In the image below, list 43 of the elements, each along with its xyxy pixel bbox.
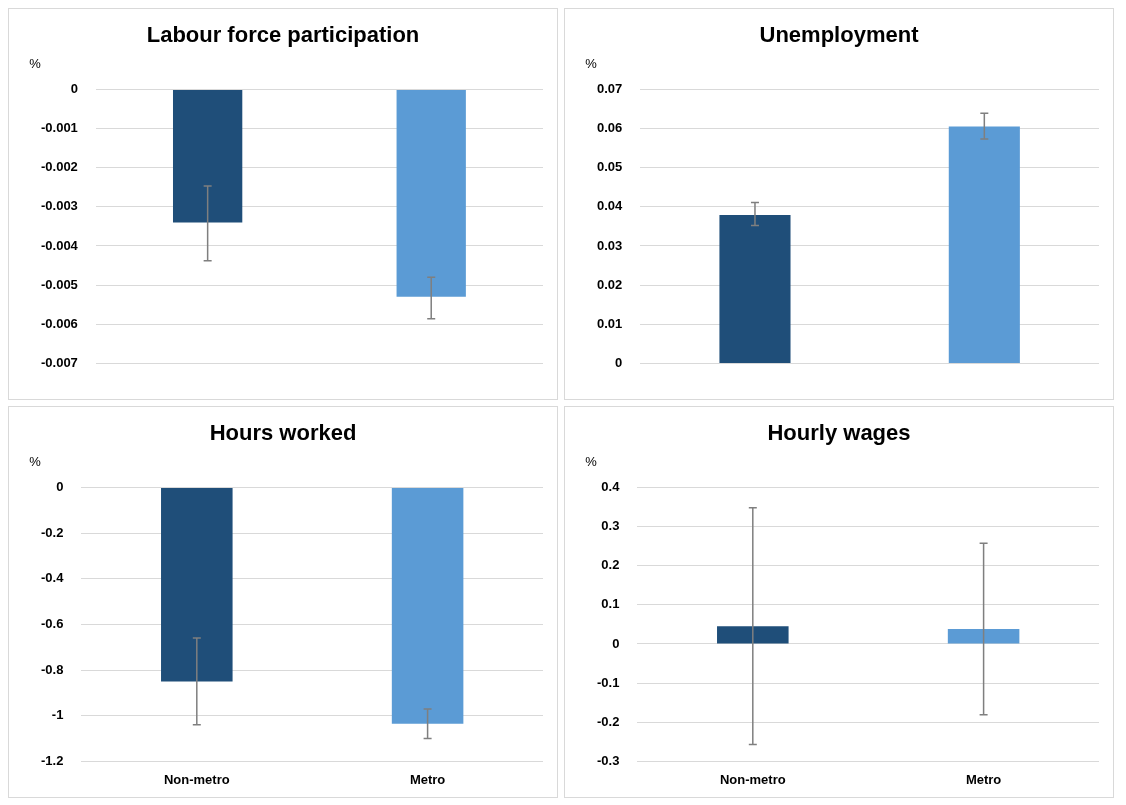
y-tick-label: 0.1: [601, 596, 620, 612]
y-tick-label: 0.03: [596, 237, 623, 253]
y-tick-label: -0.001: [40, 120, 78, 136]
y-tick-label: 0.07: [596, 80, 623, 96]
y-tick-label: -0.1: [596, 674, 620, 690]
chart-title: Hours worked: [209, 420, 357, 446]
y-tick-label: -0.3: [596, 752, 620, 768]
y-axis-title: %: [585, 454, 598, 470]
y-tick-label: 0.3: [601, 518, 620, 534]
y-tick-label: -0.2: [596, 713, 620, 729]
y-tick-label: -0.8: [40, 661, 64, 677]
chart-title: Hourly wages: [767, 420, 911, 446]
chart-title: Unemployment: [759, 22, 920, 48]
y-tick-label: -0.003: [40, 198, 78, 214]
y-tick-label: 0.01: [596, 315, 623, 331]
y-tick-label: -0.4: [40, 570, 65, 586]
y-axis-title: %: [29, 454, 42, 470]
y-tick-label: 0.06: [596, 120, 623, 136]
chart-title: Labour force participation: [146, 22, 420, 48]
y-axis-title: %: [585, 56, 598, 72]
y-tick-label: -1.2: [40, 752, 64, 768]
y-tick-label: 0: [70, 80, 78, 96]
y-tick-label: 0: [56, 478, 64, 494]
x-tick-label: Metro: [409, 771, 446, 787]
y-tick-label: 0: [612, 635, 620, 651]
y-tick-label: -1: [51, 707, 64, 723]
y-tick-label: -0.006: [40, 315, 78, 331]
y-tick-label: -0.2: [40, 524, 64, 540]
y-tick-label: 0.2: [601, 557, 620, 573]
y-tick-label: 0.4: [601, 478, 621, 494]
y-tick-label: 0.05: [596, 159, 623, 175]
y-tick-label: -0.6: [40, 615, 64, 631]
y-tick-label: 0.02: [596, 276, 623, 292]
y-tick-label: -0.005: [40, 276, 78, 292]
x-tick-label: Non-metro: [163, 771, 230, 787]
x-tick-label: Non-metro: [719, 771, 786, 787]
y-tick-label: -0.004: [40, 237, 79, 253]
y-tick-label: -0.007: [40, 354, 78, 370]
y-tick-label: 0: [615, 354, 623, 370]
y-tick-label: 0.04: [596, 198, 624, 214]
y-tick-label: -0.002: [40, 159, 78, 175]
x-tick-label: Metro: [965, 771, 1002, 787]
y-axis-title: %: [29, 56, 42, 72]
